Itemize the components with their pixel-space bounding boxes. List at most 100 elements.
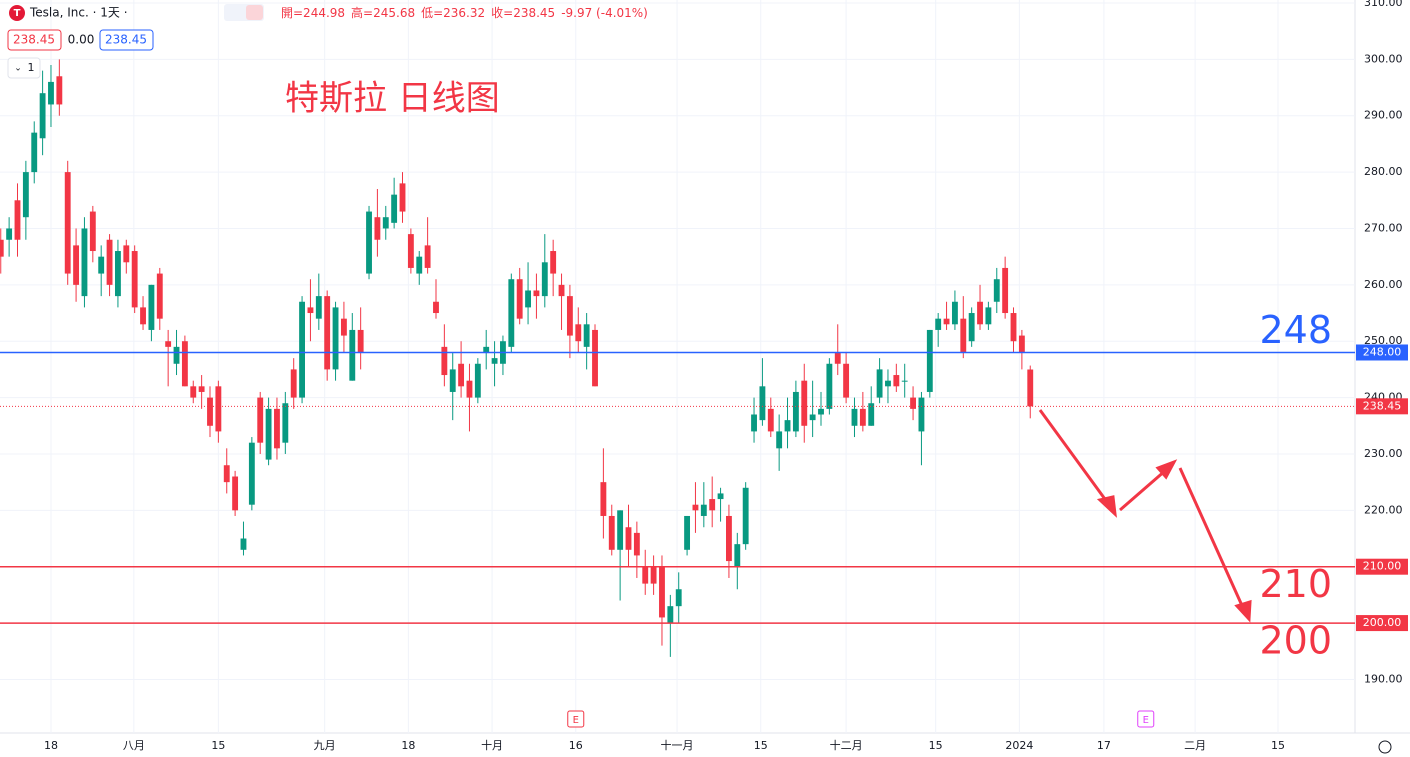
candle-body (901, 380, 908, 382)
flag-button[interactable] (246, 5, 263, 20)
line-note: 210 (1259, 562, 1332, 606)
x-tick-label: 十月 (481, 738, 503, 752)
candle-body (818, 408, 824, 415)
candle-body (751, 414, 757, 432)
x-tick-label: 八月 (123, 739, 145, 752)
candle-body (935, 318, 942, 330)
sell-box[interactable] (7, 29, 62, 51)
candle-body (717, 493, 724, 500)
indicator-toggle[interactable] (7, 57, 41, 79)
candle-body (910, 397, 916, 409)
candle-body (73, 245, 80, 285)
arrow-line (1038, 409, 1112, 507)
chart-title: 特斯拉 日线图 (285, 79, 500, 119)
candle-body (516, 279, 523, 319)
candle-body (299, 301, 305, 398)
candle-body (977, 301, 983, 325)
candle-body (366, 211, 372, 274)
candle-body (332, 307, 339, 370)
indicator-count: 1 (28, 61, 35, 74)
candle-body (826, 363, 833, 409)
candle-body (792, 391, 799, 432)
candle-body (274, 408, 280, 449)
candle-body (885, 380, 891, 387)
candle-body (533, 290, 540, 297)
candle-body (64, 172, 71, 274)
candle-body (608, 515, 615, 550)
x-tick-label: 十二月 (830, 738, 863, 752)
candle-body (943, 318, 950, 325)
candle-body (617, 510, 624, 550)
settings-icon[interactable] (1378, 740, 1392, 754)
x-tick-label: 15 (754, 739, 768, 752)
candle-body (960, 318, 967, 353)
ohlc-values: 開=244.98 高=245.68 低=236.32 收=238.45 -9.97 (-… (281, 5, 648, 20)
price-label-box (1356, 398, 1408, 415)
candle-body (190, 386, 197, 398)
candle-body (759, 386, 766, 421)
candle-body (993, 279, 1000, 302)
arrow-head (1234, 599, 1252, 623)
candle-body (115, 251, 121, 297)
y-tick-label: 230.00 (1364, 447, 1403, 460)
candle-body (248, 442, 255, 505)
x-tick-label: 九月 (314, 739, 336, 752)
candle-body (566, 296, 573, 336)
candle-body (257, 397, 264, 443)
line-note: 200 (1259, 619, 1332, 663)
event-marker[interactable] (1137, 710, 1155, 728)
candle-body (801, 380, 808, 426)
candle-body (173, 346, 180, 364)
arrow-head (1096, 495, 1117, 518)
candle-body (767, 408, 774, 432)
chevron: ⌄ (14, 64, 22, 74)
y-tick-label: 190.00 (1364, 672, 1403, 685)
price-label-box (1356, 615, 1408, 632)
candle-body (951, 301, 958, 325)
candle-body (232, 476, 239, 511)
candle-body (893, 375, 900, 387)
candle-body (6, 228, 13, 240)
candle-body (140, 307, 146, 325)
candle-body (834, 352, 841, 364)
candle-body (382, 217, 389, 229)
candle-body (474, 363, 481, 398)
arrow-line (1178, 467, 1246, 611)
arrow-line (1119, 468, 1167, 512)
candle-body (667, 606, 674, 624)
candle-body (357, 329, 364, 353)
y-tick-label: 280.00 (1364, 165, 1403, 178)
candle-body (859, 408, 866, 426)
candle-body (633, 532, 640, 556)
candle-body (391, 194, 398, 223)
candle-body (968, 313, 975, 342)
price-label: 248.00 (1363, 345, 1402, 358)
candle-body (416, 256, 423, 274)
candle-body (89, 211, 96, 252)
candle-body (165, 341, 172, 347)
event-marker[interactable] (567, 710, 585, 728)
candle-body (726, 515, 732, 562)
candle-body (0, 239, 4, 257)
y-tick-label: 310.00 (1364, 0, 1403, 9)
candle-body (215, 386, 222, 432)
candle-body (449, 369, 456, 392)
candle-body (14, 200, 21, 240)
candle-body (282, 403, 289, 443)
forecast-arrows (1038, 409, 1252, 623)
symbol-name[interactable]: Tesla, Inc. · 1天 · (29, 6, 128, 20)
candle-body (340, 318, 347, 336)
candle-body (198, 386, 205, 392)
candle-body (324, 296, 331, 370)
buy-box[interactable] (99, 29, 154, 51)
line-note: 248 (1259, 308, 1332, 352)
y-tick-label: 220.00 (1364, 503, 1403, 516)
event-label: E (1143, 715, 1149, 726)
candle-body (290, 369, 297, 398)
candle-body (240, 538, 247, 550)
candle-body (508, 279, 515, 347)
candle-body (541, 262, 548, 297)
candle-body (675, 589, 682, 607)
logo-letter: T (14, 8, 21, 19)
